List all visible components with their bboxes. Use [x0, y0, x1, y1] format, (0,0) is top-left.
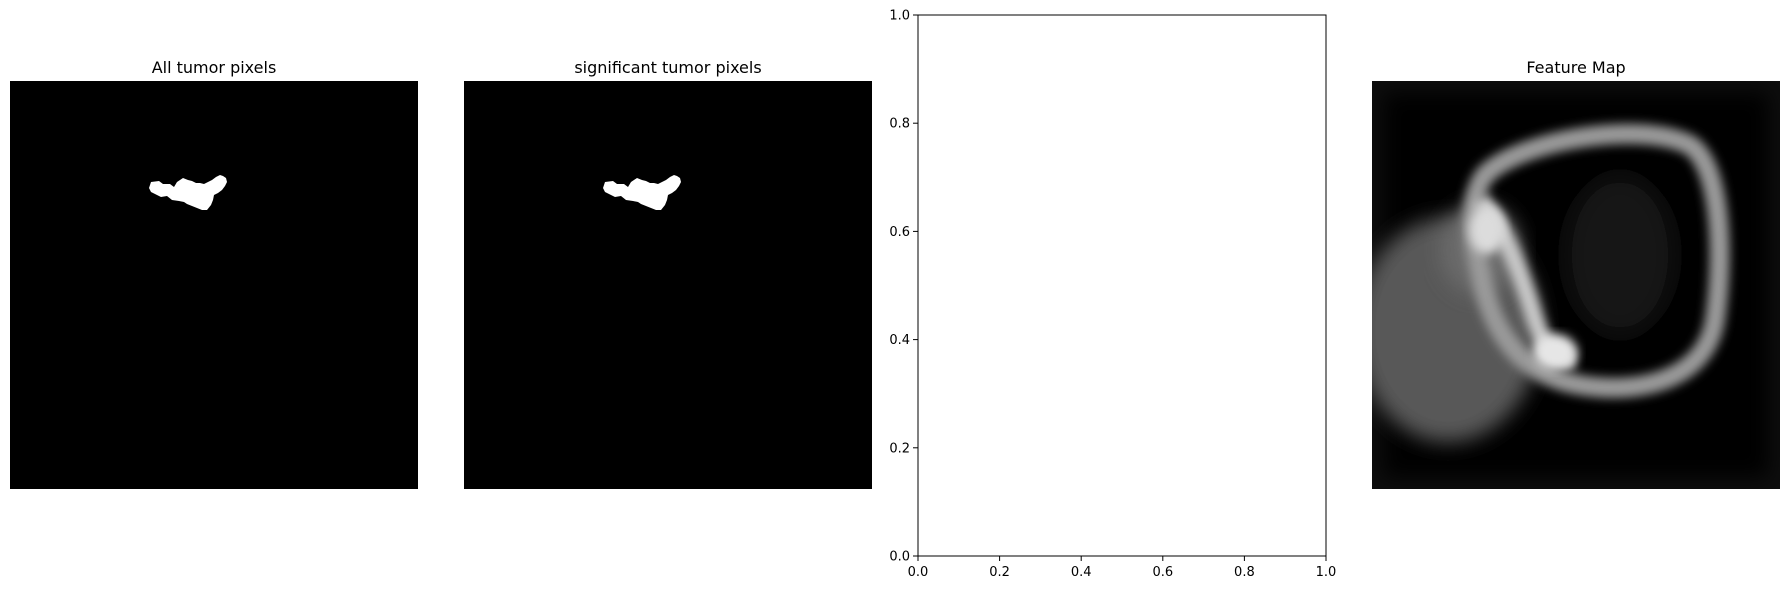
y-tick-label: 0.4 — [889, 333, 910, 348]
y-tick-label: 0.0 — [889, 550, 910, 565]
y-tick-label: 0.6 — [889, 225, 910, 240]
y-axis: 0.0 0.2 0.4 0.6 0.8 1.0 — [889, 9, 918, 565]
tumor-blob-1 — [149, 175, 227, 210]
x-tick-label: 0.2 — [989, 565, 1010, 580]
title-feature-map: Feature Map — [1526, 58, 1625, 77]
mask-image-2 — [464, 81, 872, 489]
x-axis: 0.0 0.2 0.4 0.6 0.8 1.0 — [908, 556, 1337, 580]
x-tick-label: 0.8 — [1234, 565, 1255, 580]
title-all-tumor-pixels: All tumor pixels — [152, 58, 277, 77]
axes-frame — [917, 14, 1327, 557]
panel-all-tumor-pixels: All tumor pixels — [10, 58, 418, 489]
x-tick-label: 0.0 — [908, 565, 929, 580]
tumor-blob-2 — [603, 175, 681, 210]
title-significant-tumor-pixels: significant tumor pixels — [574, 58, 761, 77]
mask-image-1 — [10, 81, 418, 489]
panel-significant-tumor-pixels: significant tumor pixels — [464, 58, 872, 489]
panel-empty-axes: 0.0 0.2 0.4 0.6 0.8 1.0 0.0 0.2 0.4 0.6 0.8 1.0 — [889, 9, 1336, 581]
x-tick-label: 0.6 — [1152, 565, 1173, 580]
feature-map-image — [1372, 81, 1780, 489]
x-tick-label: 1.0 — [1316, 565, 1337, 580]
y-tick-label: 0.2 — [889, 441, 910, 456]
y-tick-label: 1.0 — [889, 9, 910, 24]
y-tick-label: 0.8 — [889, 117, 910, 132]
x-tick-label: 0.4 — [1071, 565, 1092, 580]
panel-feature-map: Feature Map — [1372, 58, 1780, 489]
